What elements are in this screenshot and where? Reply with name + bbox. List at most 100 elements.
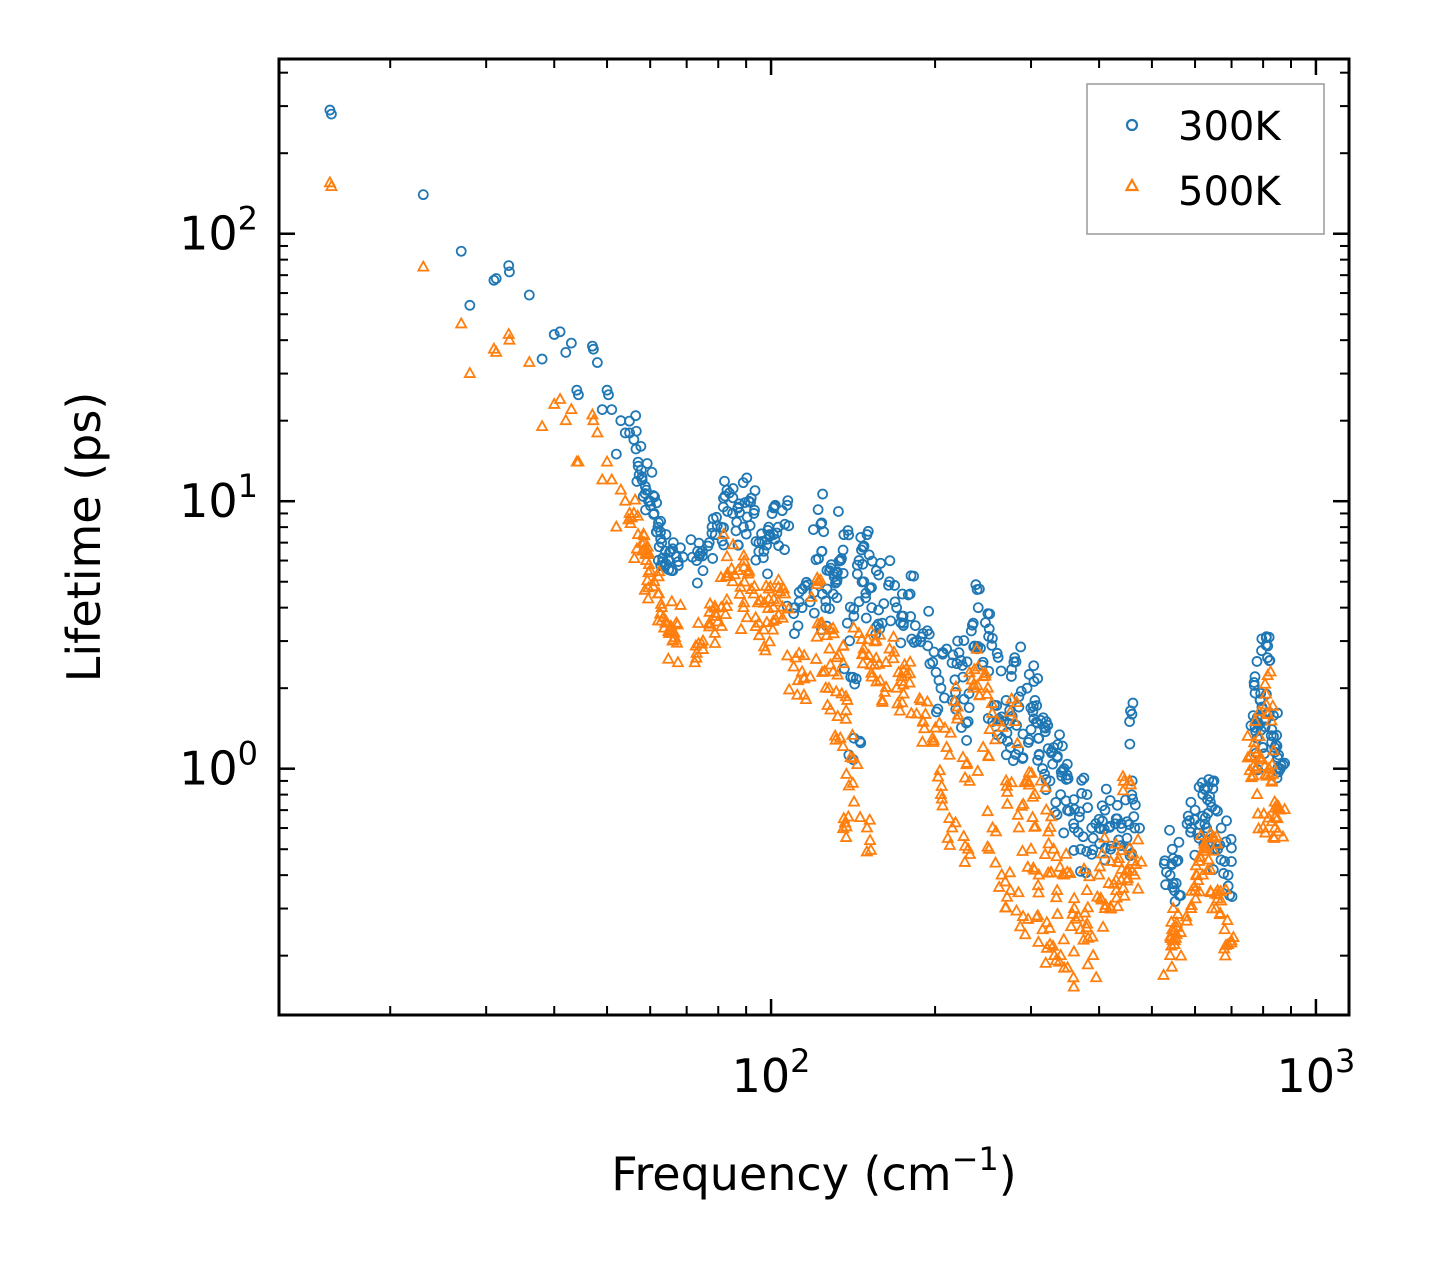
point-500K-145-2: [1258, 825, 1272, 838]
point-500K-84-4: [933, 763, 947, 776]
point-500K-70-4: [855, 632, 869, 644]
point-500K-71-3: [861, 632, 875, 645]
point-500K-149-1: [1266, 766, 1280, 779]
point-300K-101-1: [1017, 728, 1029, 740]
point-300K-72-2: [857, 558, 869, 570]
point-300K-50: [748, 508, 760, 519]
point-300K-109-1: [1054, 729, 1065, 741]
point-500K-69: [847, 794, 861, 807]
y-tick-label-100: 102: [179, 200, 258, 261]
point-300K-137-4: [1207, 783, 1219, 795]
point-500K-56-2: [780, 648, 794, 661]
point-500K-94-3: [985, 706, 999, 718]
point-500K-99-1: [1015, 844, 1030, 856]
point-500K-121-1: [1114, 843, 1129, 856]
point-300K-124-4: [1124, 738, 1136, 750]
point-500K-135: [1203, 862, 1217, 874]
point-500K-85-2: [942, 811, 956, 823]
point-300K-139-4: [1221, 815, 1232, 827]
point-500K-28-4: [625, 510, 639, 523]
point-300K-34-2: [655, 526, 666, 538]
point-500K-105-3: [1031, 908, 1045, 921]
point-500K-106-4: [1043, 820, 1057, 832]
point-500K-125-1: [1131, 881, 1145, 894]
point-300K-18: [588, 343, 599, 355]
point-300K-125-4: [1129, 799, 1141, 811]
point-500K-117-3: [1093, 859, 1107, 872]
point-500K-147-3: [1261, 707, 1275, 720]
point-500K-109-3: [1049, 890, 1063, 903]
point-500K-106-2: [1044, 809, 1058, 822]
point-500K-44: [720, 549, 734, 562]
point-300K-12: [554, 326, 566, 338]
point-500K-139-1: [1213, 907, 1227, 920]
point-500K-94: [990, 714, 1004, 726]
point-500K-64-1: [836, 656, 850, 669]
point-500K-134-1: [1194, 828, 1208, 841]
point-300K-60: [812, 504, 824, 516]
point-300K-84-3: [931, 706, 942, 718]
point-300K-42-2: [697, 545, 708, 557]
point-500K-85-1: [941, 831, 955, 843]
point-500K-66-2: [839, 830, 853, 842]
point-500K-84-2: [944, 725, 958, 738]
point-300K-1: [326, 108, 337, 120]
point-500K-89-4: [962, 665, 977, 678]
point-300K-99-3: [1006, 663, 1017, 675]
point-500K-138: [1214, 893, 1228, 906]
point-300K-45-2: [719, 475, 730, 487]
point-500K-51-2: [763, 634, 777, 647]
point-300K-65-2: [830, 577, 841, 589]
point-500K-118-3: [1095, 892, 1109, 905]
point-500K-140-1: [1220, 913, 1234, 926]
point-500K-141-3: [1253, 729, 1267, 742]
point-500K-62: [822, 641, 837, 654]
point-300K-19: [591, 357, 603, 368]
point-500K-18: [586, 413, 600, 426]
point-500K-34: [655, 600, 669, 613]
point-300K-117: [1087, 832, 1099, 844]
point-300K-101-3: [1013, 744, 1024, 755]
point-500K-54-2: [767, 592, 781, 604]
point-300K-56-1: [782, 495, 794, 507]
point-300K-124: [1124, 716, 1135, 727]
point-500K-83-2: [935, 779, 949, 791]
point-300K-61-4: [818, 526, 830, 538]
point-300K-130-2: [1170, 877, 1182, 889]
point-500K-43-4: [708, 599, 722, 611]
point-500K-79: [903, 654, 917, 667]
point-300K-112-3: [1060, 774, 1072, 785]
point-500K-85-3: [943, 838, 957, 850]
point-500K-41-1: [708, 636, 722, 648]
point-500K-100-1: [1018, 927, 1032, 940]
point-500K-116-4: [1081, 931, 1095, 943]
point-500K-151: [1270, 811, 1285, 824]
point-500K-81-1: [915, 734, 929, 747]
legend-box: [1086, 83, 1325, 235]
point-300K-79-1: [895, 637, 907, 649]
point-300K-128-2: [1161, 866, 1172, 878]
point-500K-54: [771, 594, 785, 607]
point-500K-97-2: [1009, 903, 1024, 916]
point-500K-102-2: [1021, 859, 1035, 872]
point-500K-69-4: [846, 775, 860, 788]
point-300K-77-4: [884, 555, 896, 567]
point-300K-11: [548, 329, 560, 340]
point-500K-96-1: [1000, 784, 1014, 797]
point-500K-90-3: [970, 642, 984, 654]
point-500K-45: [726, 574, 740, 587]
point-500K-110-2: [1052, 954, 1066, 967]
point-500K-81-4: [920, 694, 934, 707]
point-300K-68-3: [848, 610, 860, 622]
point-500K-93-2: [982, 841, 996, 854]
point-300K-16: [573, 389, 584, 401]
point-500K-112-3: [1067, 979, 1081, 992]
point-300K-60-2: [817, 488, 829, 500]
point-500K-138-1: [1219, 882, 1233, 895]
point-300K-107-2: [1042, 719, 1054, 731]
point-300K-82-3: [921, 625, 933, 637]
point-500K-151-4: [1266, 829, 1280, 842]
point-300K-116-3: [1078, 772, 1090, 784]
point-300K-107-1: [1037, 712, 1049, 724]
point-300K-68-2: [844, 601, 856, 613]
